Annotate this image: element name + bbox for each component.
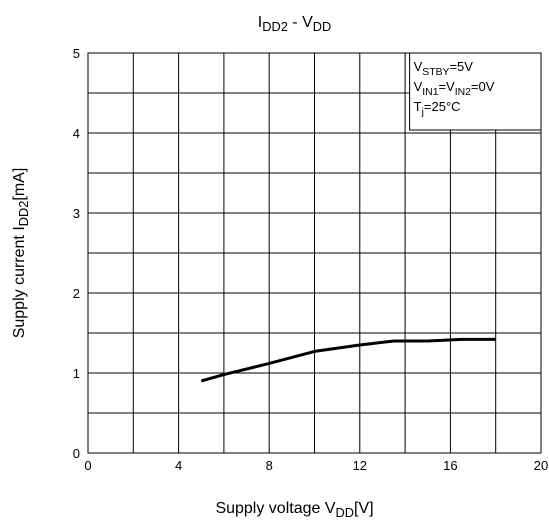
subscript: STBY — [422, 67, 449, 78]
y-tick-label: 2 — [73, 286, 80, 301]
subscript: DD2 — [16, 201, 31, 227]
label: IDD2 - VDD — [258, 14, 331, 34]
text-part: =5V — [449, 59, 473, 74]
text-part: V — [414, 79, 423, 94]
text-part: Supply current I — [11, 226, 28, 338]
subscript: j — [421, 107, 424, 118]
label: Supply voltage VDD[V] — [215, 500, 373, 520]
subscript: DD — [336, 505, 354, 520]
y-tick-label: 4 — [73, 126, 80, 141]
x-tick-label: 12 — [353, 458, 367, 473]
text-part: [mA] — [11, 168, 28, 201]
subscript: IN1 — [422, 87, 438, 98]
text-part: =V — [438, 79, 455, 94]
label: VIN1=VIN2=0V — [414, 79, 495, 98]
y-tick-label: 3 — [73, 206, 80, 221]
y-tick-label: 5 — [73, 46, 80, 61]
subscript: IN2 — [455, 87, 471, 98]
text-part: [V] — [354, 500, 374, 517]
label: Tj=25°C — [414, 99, 461, 118]
text-part: T — [414, 99, 422, 114]
x-tick-label: 0 — [84, 458, 91, 473]
label: VSTBY=5V — [414, 59, 474, 78]
text-part: Supply voltage V — [215, 500, 335, 517]
text-part: =0V — [471, 79, 495, 94]
annotation-box — [409, 52, 542, 131]
text-part: - V — [288, 14, 313, 31]
x-tick-label: 20 — [534, 458, 548, 473]
x-tick-label: 4 — [175, 458, 182, 473]
text-part: I — [258, 14, 262, 31]
y-tick-label: 0 — [73, 446, 80, 461]
text-part: V — [414, 59, 423, 74]
label: Supply current IDD2[mA] — [11, 168, 31, 339]
y-tick-label: 1 — [73, 366, 80, 381]
data-line — [200, 337, 496, 383]
subscript: DD — [313, 19, 331, 34]
x-tick-label: 16 — [443, 458, 457, 473]
x-tick-label: 8 — [266, 458, 273, 473]
subscript: DD2 — [262, 19, 288, 34]
text-part: =25°C — [424, 99, 461, 114]
plot-border — [87, 52, 542, 454]
